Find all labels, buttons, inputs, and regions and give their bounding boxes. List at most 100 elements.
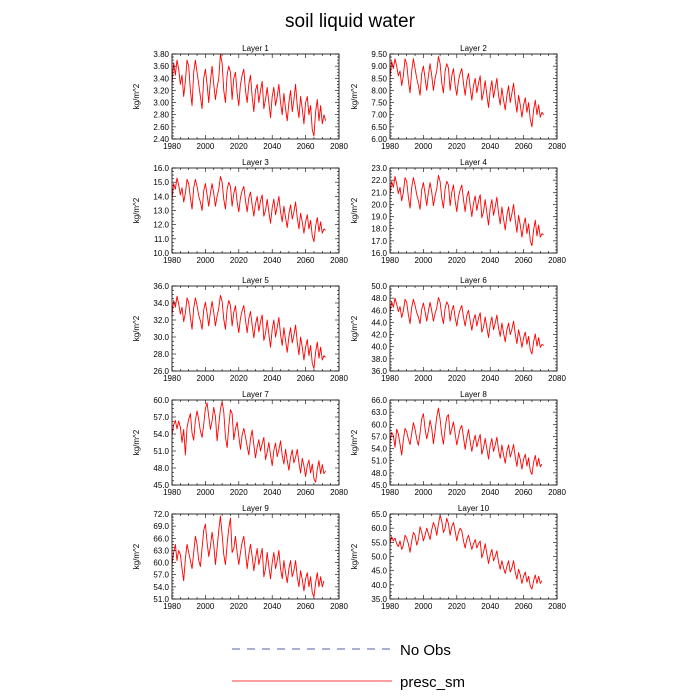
layer-10-ytick-label: 50.0 xyxy=(371,553,387,562)
layer-6-xtick-label: 2080 xyxy=(548,374,566,383)
layer-7-ytick-label: 54.0 xyxy=(153,430,169,439)
layer-9-xtick-label: 2000 xyxy=(197,602,215,611)
layer-5-title: Layer 5 xyxy=(242,276,269,285)
layer-4-ytick-label: 17.0 xyxy=(371,237,387,246)
layer-8-ytick-label: 45.0 xyxy=(371,481,387,490)
layer-7-ytick-label: 48.0 xyxy=(153,464,169,473)
layer-4-ytick-label: 23.0 xyxy=(371,164,387,173)
layer-10-ytick-label: 60.0 xyxy=(371,524,387,533)
layer-3-xtick-label: 2060 xyxy=(297,256,315,265)
layer-2-xtick-label: 1980 xyxy=(381,142,399,151)
layer-8-series-presc-sm xyxy=(390,407,543,475)
layer-3-panel: Layer 3 1980 2000 2020 2040 2060 2080 10.0 11.0 1… xyxy=(132,158,348,265)
legend-label-presc-sm: presc_sm xyxy=(400,674,465,691)
layer-3-ytick-label: 16.0 xyxy=(153,164,169,173)
layer-6-xtick-label: 2060 xyxy=(515,374,533,383)
layer-2-ytick-label: 7.00 xyxy=(371,111,387,120)
layer-10-xtick-label: 2060 xyxy=(515,602,533,611)
layer-5-ytick-label: 36.0 xyxy=(153,282,169,291)
layer-1-ytick-label: 3.40 xyxy=(153,74,169,83)
layer-7-title: Layer 7 xyxy=(242,390,269,399)
layer-7-panel: Layer 7 1980 2000 2020 2040 2060 2080 45.0 48.0 5… xyxy=(132,390,348,497)
layer-8-xtick-label: 1980 xyxy=(381,488,399,497)
layer-9-ytick-label: 57.0 xyxy=(153,571,169,580)
layer-10-xtick-label: 1980 xyxy=(381,602,399,611)
layer-9-ytick-label: 54.0 xyxy=(153,583,169,592)
layer-6-title: Layer 6 xyxy=(460,276,487,285)
layer-5-xtick-label: 2060 xyxy=(297,374,315,383)
layer-9-xtick-label: 2020 xyxy=(230,602,248,611)
layer-1-ytick-label: 2.40 xyxy=(153,135,169,144)
layer-2-series-presc-sm xyxy=(390,55,545,128)
layer-8-ytick-label: 57.0 xyxy=(371,432,387,441)
layer-5-ylabel: kg/m^2 xyxy=(132,315,141,341)
layer-4-ytick-label: 19.0 xyxy=(371,213,387,222)
legend-label-no-obs: No Obs xyxy=(400,642,451,659)
layer-7-xtick-label: 2040 xyxy=(263,488,281,497)
layer-5-ytick-label: 34.0 xyxy=(153,299,169,308)
layer-10-ytick-label: 55.0 xyxy=(371,538,387,547)
layer-2-ytick-label: 6.00 xyxy=(371,135,387,144)
layer-5-series-presc-sm xyxy=(172,294,326,369)
layer-1-ytick-label: 3.60 xyxy=(153,62,169,71)
layer-8-xtick-label: 2040 xyxy=(481,488,499,497)
layer-6-ytick-label: 44.0 xyxy=(371,318,387,327)
layer-9-ytick-label: 51.0 xyxy=(153,595,169,604)
layer-9-xtick-label: 2040 xyxy=(263,602,281,611)
layer-10-frame xyxy=(389,513,558,600)
layer-10-xtick-label: 2040 xyxy=(481,602,499,611)
layer-5-ytick-label: 30.0 xyxy=(153,333,169,342)
layer-8-ytick-label: 48.0 xyxy=(371,469,387,478)
layer-5-xtick-label: 2020 xyxy=(230,374,248,383)
layer-1-ytick-label: 2.80 xyxy=(153,111,169,120)
layer-4-xtick-label: 2020 xyxy=(448,256,466,265)
layer-9-ylabel: kg/m^2 xyxy=(132,543,141,569)
layer-7-ytick-label: 45.0 xyxy=(153,481,169,490)
layer-7-xtick-label: 2020 xyxy=(230,488,248,497)
layer-6-series-presc-sm xyxy=(390,297,544,355)
layer-9-xtick-label: 2080 xyxy=(330,602,348,611)
layer-6-ytick-label: 40.0 xyxy=(371,343,387,352)
legend: No Obs presc_sm xyxy=(232,642,465,691)
layer-1-ytick-label: 3.80 xyxy=(153,50,169,59)
layer-7-xtick-label: 2080 xyxy=(330,488,348,497)
layer-6-ytick-label: 38.0 xyxy=(371,355,387,364)
layer-10-ylabel: kg/m^2 xyxy=(350,543,359,569)
layer-7-xtick-label: 2000 xyxy=(197,488,215,497)
layer-8-xtick-label: 2080 xyxy=(548,488,566,497)
layer-1-xtick-label: 2000 xyxy=(197,142,215,151)
layer-2-ytick-label: 7.50 xyxy=(371,99,387,108)
layer-4-ytick-label: 22.0 xyxy=(371,176,387,185)
layer-6-ytick-label: 36.0 xyxy=(371,367,387,376)
layer-1-xtick-label: 2020 xyxy=(230,142,248,151)
layer-2-ytick-label: 8.50 xyxy=(371,74,387,83)
layer-3-xtick-label: 2000 xyxy=(197,256,215,265)
layer-8-xtick-label: 2000 xyxy=(415,488,433,497)
layer-9-ytick-label: 60.0 xyxy=(153,559,169,568)
layer-1-ylabel: kg/m^2 xyxy=(132,83,141,109)
layer-10-ytick-label: 40.0 xyxy=(371,581,387,590)
layer-6-panel: Layer 6 1980 2000 2020 2040 2060 2080 36.0 38.0 4… xyxy=(350,276,566,383)
layer-6-ytick-label: 42.0 xyxy=(371,331,387,340)
layer-2-xtick-label: 2000 xyxy=(415,142,433,151)
layer-4-xtick-label: 2080 xyxy=(548,256,566,265)
layer-2-xtick-label: 2040 xyxy=(481,142,499,151)
layer-8-panel: Layer 8 1980 2000 2020 2040 2060 2080 45.0 48.0 5… xyxy=(350,390,566,497)
layer-9-panel: Layer 9 1980 2000 2020 2040 2060 2080 51.0 54.0 5… xyxy=(132,504,348,611)
layer-3-ytick-label: 15.0 xyxy=(153,178,169,187)
layer-3-xtick-label: 2020 xyxy=(230,256,248,265)
layer-2-ytick-label: 8.00 xyxy=(371,86,387,95)
layer-1-xtick-label: 2040 xyxy=(263,142,281,151)
layer-2-title: Layer 2 xyxy=(460,44,487,53)
layer-3-title: Layer 3 xyxy=(242,158,269,167)
layer-8-title: Layer 8 xyxy=(460,390,487,399)
layer-1-ytick-label: 3.00 xyxy=(153,99,169,108)
layer-5-panel: Layer 5 1980 2000 2020 2040 2060 2080 26.0 28.0 3… xyxy=(132,276,348,383)
layer-2-xtick-label: 2020 xyxy=(448,142,466,151)
layer-10-panel: Layer 10 1980 2000 2020 2040 2060 2080 35.0 40.0… xyxy=(350,504,566,611)
layer-9-ytick-label: 72.0 xyxy=(153,510,169,519)
layer-9-ytick-label: 66.0 xyxy=(153,534,169,543)
layer-8-xtick-label: 2020 xyxy=(448,488,466,497)
layer-5-xtick-label: 2040 xyxy=(263,374,281,383)
